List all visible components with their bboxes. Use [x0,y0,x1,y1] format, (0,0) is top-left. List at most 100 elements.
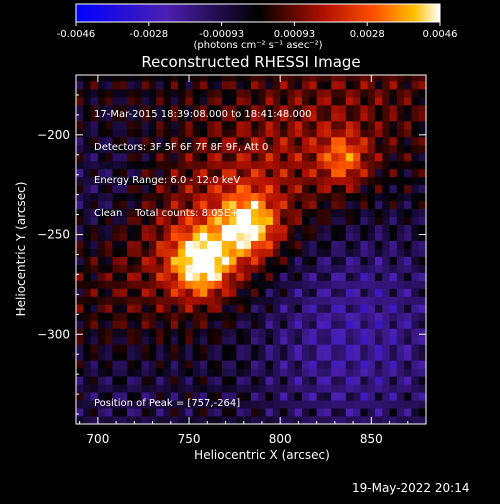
heatmap-cell [83,168,91,178]
heatmap-cell [411,376,420,385]
heatmap-cell [258,336,266,345]
heatmap-cell [221,280,230,289]
heatmap-cell [382,240,390,249]
heatmap-cell [178,168,186,178]
heatmap-cell [294,272,303,281]
heatmap-cell [119,328,128,337]
heatmap-cell [287,296,296,305]
heatmap-cell [170,328,179,337]
heatmap-cell [382,232,390,241]
heatmap-cell [134,256,143,265]
heatmap-cell [331,200,339,210]
heatmap-cell [243,88,252,98]
colorbar-tick-label: -0.0028 [129,29,168,40]
heatmap-cell [404,328,412,337]
heatmap-cell [156,408,164,417]
heatmap-cell [316,288,325,297]
heatmap-cell [280,344,288,353]
colorbar-units: (photons cm⁻² s⁻¹ asec⁻²) [193,40,322,51]
heatmap-cell [170,256,179,265]
heatmap-cell [243,248,252,257]
heatmap-cell [396,216,405,225]
heatmap-cell [331,368,339,377]
heatmap-cell [251,120,259,130]
heatmap-cell [251,152,259,162]
heatmap-cell [76,104,84,114]
heatmap-cell [185,136,194,146]
heatmap-cell [287,168,296,178]
heatmap-cell [170,200,179,210]
heatmap-cell [404,392,412,401]
heatmap-cell [185,288,194,297]
heatmap-cell [338,160,347,170]
heatmap-cell [83,112,91,122]
heatmap-cell [331,192,339,202]
heatmap-cell [360,200,369,210]
heatmap-cell [148,408,157,417]
heatmap-cell [302,368,310,377]
heatmap-cell [309,320,318,329]
heatmap-cell [411,136,420,146]
heatmap-cell [185,264,194,273]
heatmap-cell [265,280,274,289]
heatmap-cell [178,184,186,194]
heatmap-cell [294,240,303,249]
heatmap-cell [396,248,405,257]
heatmap-cell [192,216,201,225]
heatmap-cell [338,128,347,138]
heatmap-cell [294,75,303,82]
heatmap-cell [280,80,288,90]
heatmap-cell [353,160,361,170]
heatmap-cell [192,376,201,385]
heatmap-cell [236,176,245,186]
heatmap-cell [178,208,186,217]
heatmap-cell [76,280,84,289]
heatmap-cell [156,96,164,106]
heatmap-cell [396,75,405,82]
heatmap-cell [302,96,310,106]
heatmap-cell [163,120,172,130]
heatmap-cell [389,152,398,162]
heatmap-cell [185,296,194,305]
heatmap-cell [331,304,339,313]
heatmap-cell [367,184,376,194]
heatmap-cell [272,312,281,321]
heatmap-cell [207,75,215,82]
heatmap-cell [389,392,398,401]
heatmap-cell [280,104,288,114]
heatmap-cell [404,232,412,241]
heatmap-cell [389,408,398,417]
heatmap-cell [338,416,347,424]
heatmap-cell [229,288,237,297]
heatmap-cell [265,224,274,233]
heatmap-cell [367,152,376,162]
heatmap-cell [367,208,376,217]
heatmap-cell [287,120,296,130]
heatmap-cell [192,344,201,353]
heatmap-cell [265,192,274,202]
heatmap-image [76,75,426,424]
heatmap-cell [309,152,318,162]
heatmap-cell [229,184,237,194]
heatmap-cell [185,320,194,329]
heatmap-cell [105,192,113,202]
heatmap-cell [185,248,194,257]
heatmap-cell [389,272,398,281]
heatmap-cell [243,152,252,162]
heatmap-cell [76,75,84,82]
heatmap-cell [382,392,390,401]
heatmap-cell [119,152,128,162]
heatmap-cell [287,352,296,361]
heatmap-cell [404,144,412,154]
heatmap-cell [214,240,223,249]
heatmap-cell [170,96,179,106]
heatmap-cell [134,288,143,297]
heatmap-cell [83,248,91,257]
heatmap-cell [272,296,281,305]
heatmap-cell [302,75,310,82]
heatmap-cell [97,128,106,138]
heatmap-cell [404,320,412,329]
heatmap-cell [221,296,230,305]
heatmap-cell [360,75,369,82]
